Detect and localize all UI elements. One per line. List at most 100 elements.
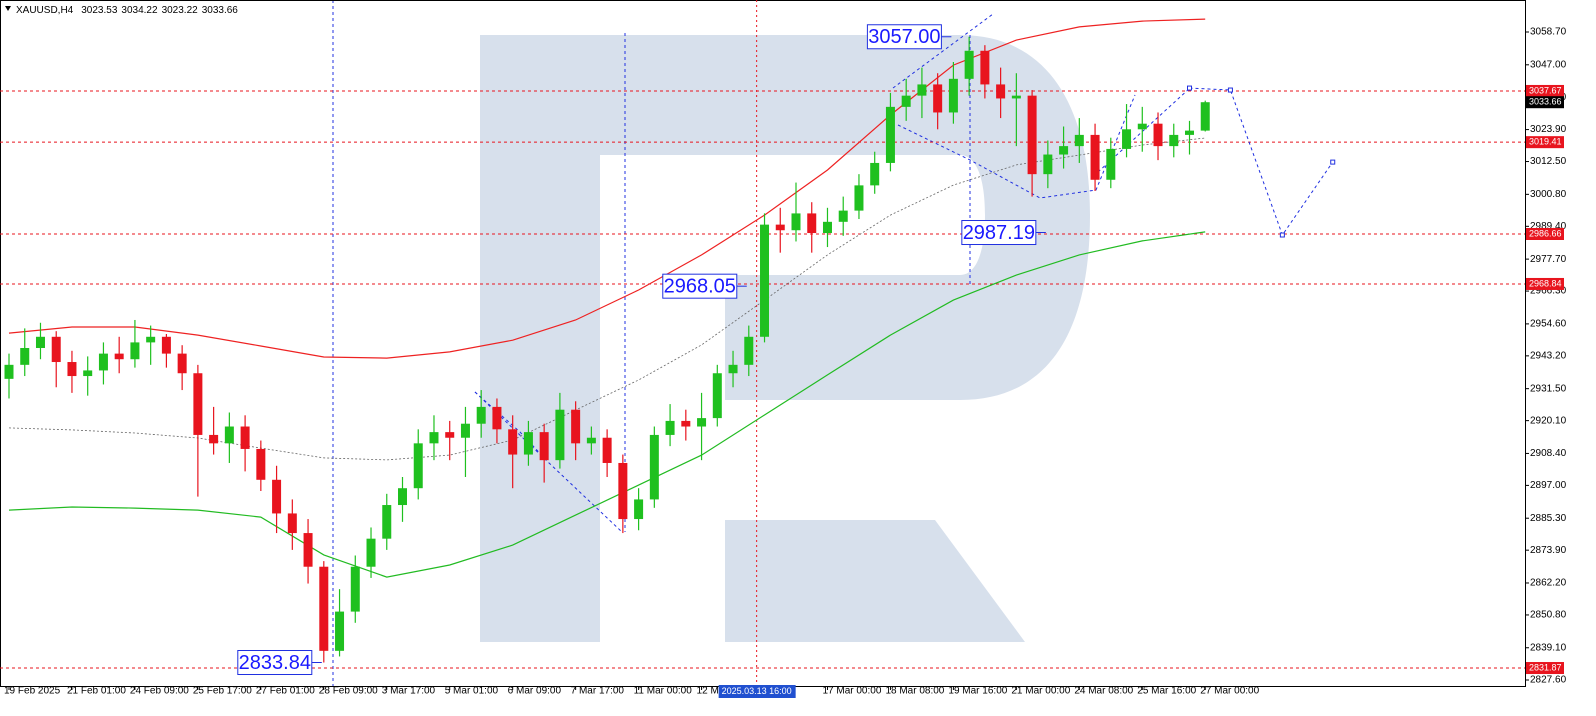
level-tag-label: 2968.84 <box>1529 278 1562 288</box>
candle-body <box>1074 134 1084 147</box>
candle-body <box>4 364 14 379</box>
candle-body <box>429 432 439 444</box>
last-price-tag-label: 3033.66 <box>1529 97 1562 107</box>
level-tag-label: 3019.41 <box>1529 137 1562 147</box>
moving-average <box>8 137 1206 461</box>
candle-body <box>382 505 392 539</box>
x-tick-label: 17 Mar 00:00 <box>822 686 881 697</box>
y-tick-label: 3047.00 <box>1530 59 1567 70</box>
candle-body <box>83 370 93 377</box>
y-tick-label: 2839.10 <box>1530 642 1567 653</box>
candle-body <box>445 432 455 438</box>
candle-body <box>1200 102 1210 131</box>
y-tick-label: 2989.40 <box>1530 221 1567 232</box>
candle-body <box>256 448 266 480</box>
candle-body <box>602 437 612 463</box>
candle-body <box>681 420 691 427</box>
forecast-line <box>1189 87 1334 237</box>
y-tick-label: 2954.60 <box>1530 319 1567 330</box>
candle-body <box>1027 95 1037 175</box>
last-price-tag <box>1526 96 1564 109</box>
level-tag-label: 3037.67 <box>1529 85 1562 95</box>
forecast-point <box>1330 159 1336 165</box>
candle-body <box>870 162 880 186</box>
watermark-logo <box>480 35 1090 642</box>
candle-body <box>177 353 187 374</box>
wave-line <box>474 391 623 533</box>
ohlc-close: 3033.66 <box>202 5 239 16</box>
annotation-label: 3057.00 <box>868 26 940 48</box>
candle-body <box>634 499 644 520</box>
y-tick-label: 2873.90 <box>1530 545 1567 556</box>
candle-body <box>1106 148 1116 180</box>
x-tick-label: 24 Feb 09:00 <box>130 686 189 697</box>
candle-body <box>822 221 832 234</box>
y-tick-label: 2966.30 <box>1530 286 1567 297</box>
wave-line <box>474 391 549 463</box>
y-tick-label: 2885.30 <box>1530 513 1567 524</box>
candle-body <box>948 78 958 113</box>
candle-body <box>1137 123 1147 130</box>
level-tag-label: 2831.87 <box>1529 662 1562 672</box>
candle-body <box>854 185 864 211</box>
y-tick-label: 2897.00 <box>1530 480 1567 491</box>
candle-body <box>1043 154 1053 175</box>
forecast-point <box>1279 232 1285 238</box>
level-tag <box>1526 227 1564 240</box>
candle-body <box>224 426 234 444</box>
candle-body <box>744 336 754 365</box>
x-tick-label: 24 Mar 08:00 <box>1074 686 1133 697</box>
candle-body <box>240 426 250 449</box>
candle-body <box>665 420 675 435</box>
candle-body <box>492 406 502 430</box>
y-tick-label: 2943.20 <box>1530 350 1567 361</box>
candle-body <box>1185 130 1194 135</box>
x-tick-label: 3 Mar 17:00 <box>382 686 436 697</box>
x-tick-label: 19 Feb 2025 <box>4 686 61 697</box>
candle-body <box>980 50 990 85</box>
candle-body <box>413 443 423 489</box>
candle-body <box>728 364 738 374</box>
candle-body <box>618 462 628 520</box>
annotation-label: 2968.05 <box>664 275 736 297</box>
forecast-point <box>1227 87 1233 93</box>
x-tick-label: 5 Mar 01:00 <box>445 686 499 697</box>
candle-body <box>586 437 596 444</box>
candle-body <box>20 348 30 365</box>
level-tag <box>1526 84 1564 97</box>
candle-body <box>917 84 927 96</box>
candle-body <box>933 84 943 113</box>
candle-body <box>1169 134 1179 147</box>
candle-body <box>555 409 565 461</box>
candle-body <box>130 342 140 360</box>
candle-body <box>1059 146 1069 155</box>
annotation-box <box>866 24 942 50</box>
candle-body <box>1153 123 1163 147</box>
logo-bowl <box>600 35 1090 400</box>
y-tick-label: 3023.90 <box>1530 124 1567 135</box>
annotation-box <box>662 273 738 299</box>
level-tag <box>1526 136 1564 149</box>
symbol: XAUUSD,H4 <box>16 5 74 16</box>
x-tick-label: 25 Feb 17:00 <box>193 686 252 697</box>
level-tag <box>1526 277 1564 290</box>
x-tick-label: 27 Feb 01:00 <box>256 686 315 697</box>
x-tick-label: 21 Feb 01:00 <box>67 686 126 697</box>
candle-body <box>146 336 156 343</box>
candle-body <box>523 432 533 455</box>
x-tick-label: 21 Mar 00:00 <box>1011 686 1070 697</box>
y-tick-label: 3058.70 <box>1530 27 1567 38</box>
candle-body <box>460 423 470 438</box>
y-tick-label: 3000.80 <box>1530 189 1567 200</box>
candle-body <box>901 95 911 107</box>
x-tick-label: 18 Mar 08:00 <box>885 686 944 697</box>
candle-body <box>51 336 61 363</box>
candle-body <box>67 362 77 377</box>
annotation-label: 2833.84 <box>239 652 311 674</box>
x-tick-label: 19 Mar 16:00 <box>948 686 1007 697</box>
ohlc-open: 3023.53 <box>81 5 118 16</box>
wave-line <box>892 13 994 89</box>
moving-average <box>8 231 1206 578</box>
